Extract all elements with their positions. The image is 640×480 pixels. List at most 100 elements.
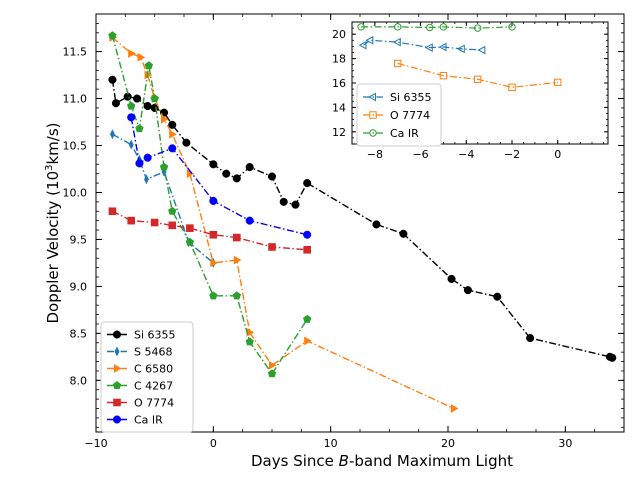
x-tick-label: 10	[324, 437, 338, 450]
data-point-si-6355	[111, 99, 120, 108]
inset-data-point-ca-ir	[439, 23, 448, 31]
data-point-si-6355	[168, 120, 177, 129]
y-tick-label: 9.5	[70, 233, 88, 246]
inset-data-point-si-6355	[456, 44, 465, 54]
inset-x-tick-label: 0	[554, 148, 561, 161]
data-point-c-4267	[135, 124, 144, 133]
data-point-s-5468	[143, 174, 149, 185]
x-axis-label-band: B	[339, 452, 349, 470]
x-axis-label-part: Days Since	[251, 452, 339, 470]
data-point-c-4267	[168, 206, 177, 215]
data-point-ca-ir	[135, 159, 144, 168]
y-tick-label: 9.0	[70, 280, 88, 293]
inset-series-si-6355	[358, 35, 486, 55]
data-point-ca-ir	[303, 230, 312, 239]
inset-data-point-o-7774	[439, 71, 448, 80]
x-axis-label: Days Since B-band Maximum Light	[251, 452, 513, 470]
series-c-4267	[108, 31, 312, 378]
data-point-c-4267	[209, 291, 218, 300]
inset-data-point-si-6355	[358, 40, 367, 50]
data-point-si-6355	[209, 160, 218, 169]
data-point-c-4267	[150, 94, 159, 103]
inset-data-point-ca-ir	[508, 23, 516, 31]
data-point-si-6355	[372, 220, 381, 229]
data-point-c-4267	[185, 237, 195, 246]
data-point-c-6580	[186, 169, 195, 179]
series-line-o-7774	[112, 210, 308, 251]
legend-label: C 6580	[134, 362, 173, 375]
y-tick-label: 8.5	[70, 327, 88, 340]
data-point-c-4267	[267, 369, 277, 378]
inset-data-point-o-7774	[474, 75, 482, 84]
data-point-si-6355	[399, 229, 408, 238]
legend-marker	[112, 330, 122, 339]
data-point-si-6355	[526, 334, 535, 343]
legend-marker	[114, 346, 120, 357]
inset-legend-entry-o-7774: O 7774	[363, 109, 430, 122]
y-axis-label: Doppler Velocity (103km/s)	[44, 122, 62, 323]
inset-legend-label: O 7774	[390, 109, 430, 122]
data-point-c-6580	[246, 328, 255, 337]
y-axis-label-part: Doppler Velocity (10	[44, 171, 62, 324]
legend: Si 6355 S 5468 C 6580 C 4267 O 7774 Ca IR	[100, 321, 194, 433]
data-point-si-6355	[108, 75, 117, 84]
legend-entry-o-7774: O 7774	[107, 396, 174, 409]
legend-marker	[113, 364, 122, 373]
inset-y-tick-label: 20	[332, 28, 346, 41]
inset-y-tick-label: 18	[332, 53, 346, 66]
inset-data-point-ca-ir	[394, 23, 402, 31]
data-point-c-6580	[128, 49, 136, 58]
inset-x-tick-label: −2	[504, 148, 520, 161]
data-point-si-6355	[493, 292, 502, 301]
data-point-si-6355	[267, 172, 277, 181]
y-axis-label-exponent: 3	[44, 165, 55, 171]
data-point-si-6355	[447, 274, 456, 283]
inset-data-point-si-6355	[424, 43, 433, 52]
data-point-c-6580	[268, 360, 277, 370]
inset-data-point-o-7774	[508, 83, 516, 91]
inset-series-line-ca-ir	[361, 26, 513, 29]
inset-x-tick-label: −4	[458, 148, 474, 161]
x-tick-label: 30	[558, 437, 572, 450]
data-point-si-6355	[279, 197, 288, 206]
data-point-c-6580	[450, 404, 459, 413]
legend-entry-si-6355: Si 6355	[107, 328, 176, 341]
data-point-c-6580	[161, 114, 169, 124]
legend-label: C 4267	[134, 379, 173, 392]
inset-legend-box	[356, 83, 442, 147]
inset-data-point-ca-ir	[474, 24, 482, 32]
inset-data-point-o-7774	[554, 78, 562, 87]
x-axis-label-part: -band Maximum Light	[349, 452, 513, 470]
data-point-o-7774	[150, 218, 159, 227]
inset-legend-label: Si 6355	[390, 91, 432, 104]
data-point-si-6355	[291, 200, 300, 209]
y-axis-label-part: km/s)	[44, 122, 62, 164]
inset-legend: Si 6355 O 7774 Ca IR	[356, 83, 442, 147]
data-point-si-6355	[303, 179, 312, 188]
data-point-c-4267	[159, 162, 169, 171]
data-point-o-7774	[268, 243, 276, 251]
inset-data-point-si-6355	[477, 45, 486, 55]
inset-chart: −8 −6 −4 −2 0 12 14 16 18 20 Si 6355 O 7774 Ca IR	[332, 21, 609, 161]
inset-legend-marker	[369, 129, 377, 137]
data-point-si-6355	[463, 286, 472, 295]
series-o-7774	[108, 207, 311, 254]
inset-legend-label: Ca IR	[390, 127, 419, 140]
inset-data-point-si-6355	[392, 37, 401, 47]
inset-data-point-si-6355	[365, 35, 374, 45]
inset-legend-entry-ca-ir: Ca IR	[363, 127, 419, 140]
legend-marker	[112, 415, 122, 424]
data-point-o-7774	[108, 207, 117, 216]
data-point-c-4267	[108, 31, 117, 40]
inset-data-point-ca-ir	[426, 23, 434, 32]
inset-series-ca-ir	[357, 23, 516, 32]
x-tick-label: 20	[441, 437, 455, 450]
inset-y-tick-label: 14	[332, 101, 346, 114]
legend-entry-c-4267: C 4267	[107, 379, 173, 392]
series-line-c-6580	[111, 36, 455, 410]
data-point-c-6580	[233, 255, 242, 265]
data-point-s-5468	[109, 129, 115, 140]
data-point-o-7774	[303, 245, 311, 254]
inset-series-line-o-7774	[397, 62, 558, 88]
